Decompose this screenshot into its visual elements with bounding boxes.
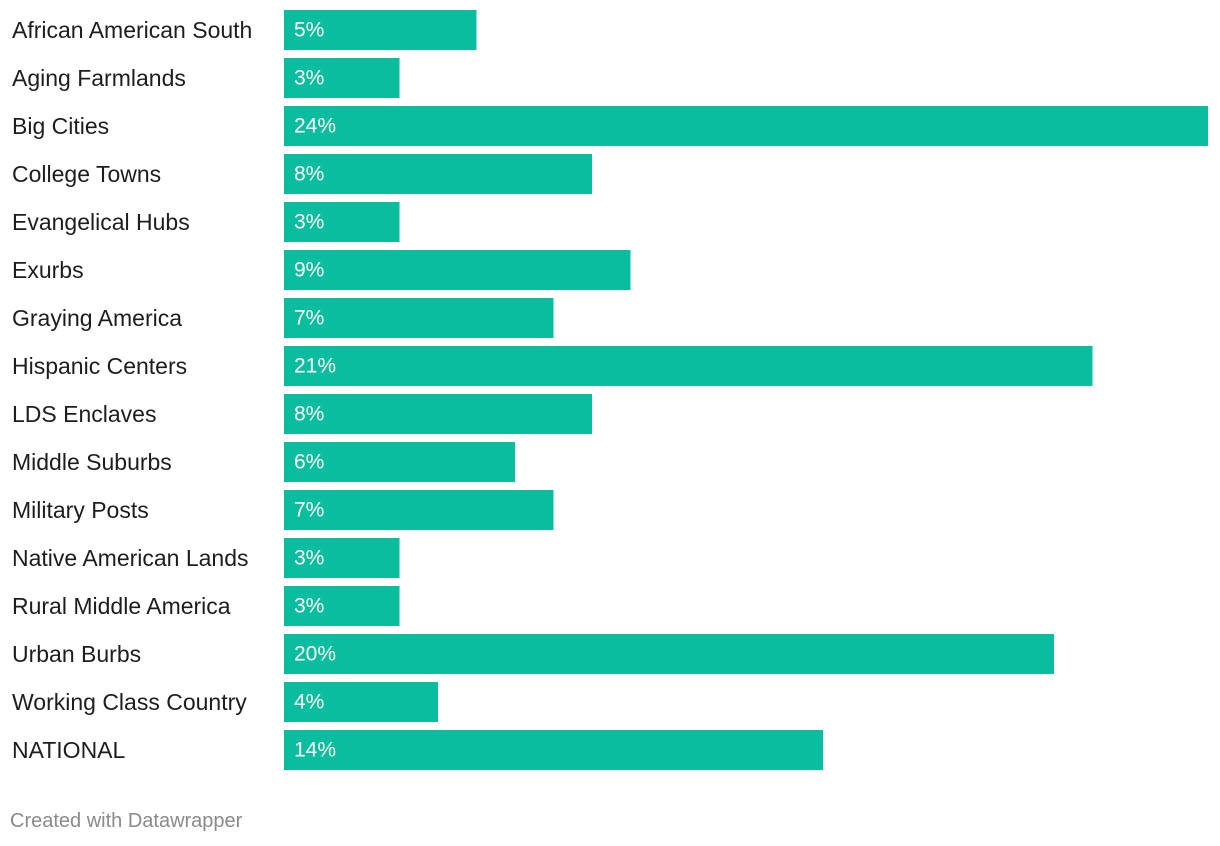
bar-row-rural-middle-america: Rural Middle America 3% <box>12 586 400 626</box>
bar-row-college-towns: College Towns 8% <box>12 154 592 194</box>
value-label-college-towns: 8% <box>294 163 324 186</box>
value-label-african-american-south: 5% <box>294 19 324 42</box>
value-label-exurbs: 9% <box>294 259 324 282</box>
category-label-national: NATIONAL <box>12 737 126 763</box>
category-label-aging-farmlands: Aging Farmlands <box>12 65 186 91</box>
category-label-hispanic-centers: Hispanic Centers <box>12 353 187 379</box>
bar-rural-middle-america <box>284 586 400 626</box>
bar-native-american-lands <box>284 538 400 578</box>
category-label-lds-enclaves: LDS Enclaves <box>12 401 156 427</box>
bar-row-working-class-country: Working Class Country 4% <box>12 682 438 722</box>
bar-row-middle-suburbs: Middle Suburbs 6% <box>12 442 515 482</box>
category-label-middle-suburbs: Middle Suburbs <box>12 449 172 475</box>
bar-row-hispanic-centers: Hispanic Centers 21% <box>12 346 1093 386</box>
bar-hispanic-centers <box>284 346 1093 386</box>
bar-row-lds-enclaves: LDS Enclaves 8% <box>12 394 592 434</box>
value-label-evangelical-hubs: 3% <box>294 211 324 234</box>
category-label-exurbs: Exurbs <box>12 257 84 283</box>
value-label-aging-farmlands: 3% <box>294 67 324 90</box>
bar-graying-america <box>284 298 554 338</box>
bar-aging-farmlands <box>284 58 400 98</box>
category-label-urban-burbs: Urban Burbs <box>12 641 141 667</box>
value-label-national: 14% <box>294 739 336 762</box>
value-label-big-cities: 24% <box>294 115 336 138</box>
bar-row-evangelical-hubs: Evangelical Hubs 3% <box>12 202 400 242</box>
value-label-military-posts: 7% <box>294 499 324 522</box>
bar-chart: African American South 5% Aging Farmlands 3… <box>12 10 1208 770</box>
bar-national <box>284 730 823 770</box>
bar-lds-enclaves <box>284 394 592 434</box>
category-label-college-towns: College Towns <box>12 161 161 187</box>
category-label-evangelical-hubs: Evangelical Hubs <box>12 209 190 235</box>
value-label-middle-suburbs: 6% <box>294 451 324 474</box>
bar-working-class-country <box>284 682 438 722</box>
bar-row-military-posts: Military Posts 7% <box>12 490 554 530</box>
bar-row-exurbs: Exurbs 9% <box>12 250 631 290</box>
bar-evangelical-hubs <box>284 202 400 242</box>
bar-college-towns <box>284 154 592 194</box>
category-label-rural-middle-america: Rural Middle America <box>12 593 231 619</box>
value-label-rural-middle-america: 3% <box>294 595 324 618</box>
value-label-urban-burbs: 20% <box>294 643 336 666</box>
bar-row-urban-burbs: Urban Burbs 20% <box>12 634 1054 674</box>
bar-row-big-cities: Big Cities 24% <box>12 106 1208 146</box>
bar-row-graying-america: Graying America 7% <box>12 298 554 338</box>
value-label-working-class-country: 4% <box>294 691 324 714</box>
category-label-african-american-south: African American South <box>12 17 252 43</box>
category-label-big-cities: Big Cities <box>12 113 109 139</box>
bar-row-african-american-south: African American South 5% <box>12 10 477 50</box>
category-label-working-class-country: Working Class Country <box>12 689 247 715</box>
value-label-native-american-lands: 3% <box>294 547 324 570</box>
category-label-graying-america: Graying America <box>12 305 182 331</box>
category-label-native-american-lands: Native American Lands <box>12 545 249 571</box>
bar-military-posts <box>284 490 554 530</box>
bar-african-american-south <box>284 10 477 50</box>
bar-row-national: NATIONAL 14% <box>12 730 823 770</box>
value-label-lds-enclaves: 8% <box>294 403 324 426</box>
bar-middle-suburbs <box>284 442 515 482</box>
category-label-military-posts: Military Posts <box>12 497 149 523</box>
value-label-graying-america: 7% <box>294 307 324 330</box>
bar-urban-burbs <box>284 634 1054 674</box>
value-label-hispanic-centers: 21% <box>294 355 336 378</box>
bar-row-aging-farmlands: Aging Farmlands 3% <box>12 58 400 98</box>
bar-exurbs <box>284 250 631 290</box>
datawrapper-credit[interactable]: Created with Datawrapper <box>10 810 243 832</box>
bar-big-cities <box>284 106 1208 146</box>
bar-row-native-american-lands: Native American Lands 3% <box>12 538 400 578</box>
